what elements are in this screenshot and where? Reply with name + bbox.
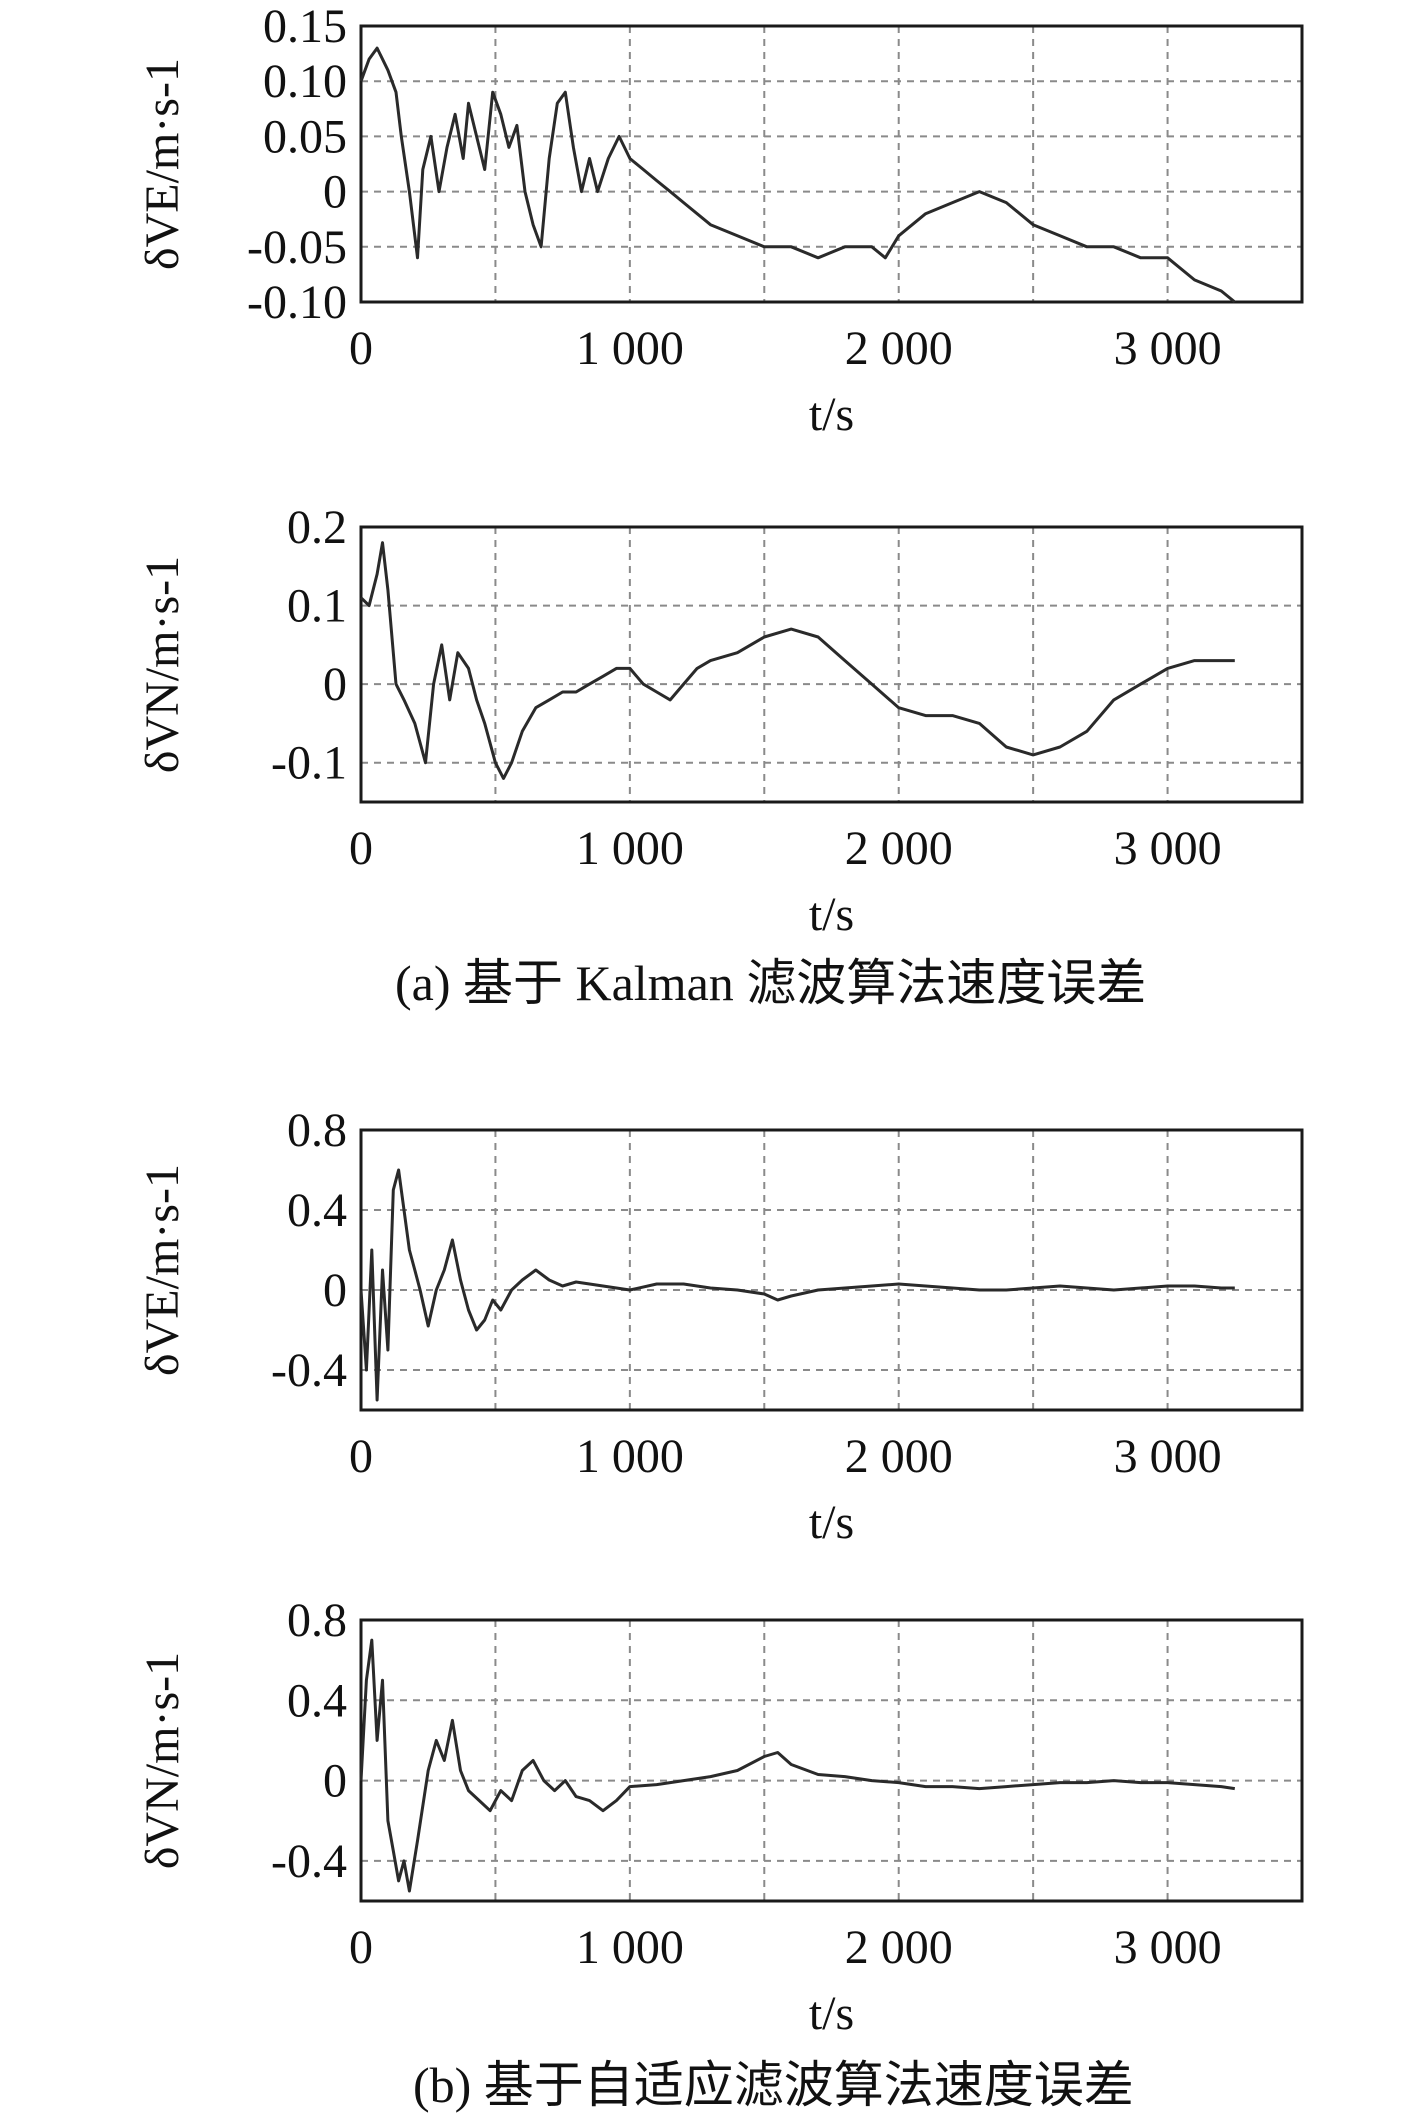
y-tick-labels: -0.1 0 0.1 0.2 (271, 501, 347, 790)
plot-frame (359, 1618, 1304, 1903)
x-tick-label: 3 000 (1114, 1921, 1222, 1974)
y-tick-label: 0 (323, 1755, 347, 1808)
y-tick-label: 0 (323, 166, 347, 219)
series-line (359, 541, 1235, 780)
y-tick-label: 0.1 (287, 580, 347, 633)
y-axis-label: δVE/m·s-1 (136, 1164, 189, 1376)
y-tick-label: 0.15 (263, 0, 347, 53)
x-tick-label: 1 000 (576, 1430, 684, 1483)
y-tick-labels: -0.4 0 0.4 0.8 (271, 1594, 347, 1888)
x-tick-label: 0 (349, 322, 373, 375)
y-tick-label: 0.8 (287, 1594, 347, 1647)
x-axis-label: t/s (809, 1496, 854, 1549)
grid (361, 1620, 1302, 1901)
x-tick-label: 0 (349, 822, 373, 875)
y-axis-label: δVN/m·s-1 (136, 1652, 189, 1869)
x-tick-label: 3 000 (1114, 322, 1222, 375)
caption-a: (a) 基于 Kalman 滤波算法速度误差 (395, 955, 1146, 1011)
y-tick-label: -0.05 (247, 221, 347, 274)
y-tick-label: 0.10 (263, 55, 347, 108)
x-tick-label: 0 (349, 1430, 373, 1483)
x-tick-label: 3 000 (1114, 822, 1222, 875)
y-tick-label: 0 (323, 658, 347, 711)
y-tick-label: 0.4 (287, 1184, 347, 1237)
grid (361, 1130, 1302, 1410)
x-tick-labels: 0 1 000 2 000 3 000 (349, 822, 1222, 875)
x-tick-label: 2 000 (845, 322, 953, 375)
grid (361, 527, 1302, 802)
y-tick-label: -0.4 (271, 1835, 347, 1888)
x-axis-label: t/s (809, 1987, 854, 2040)
y-tick-label: -0.10 (247, 276, 347, 329)
grid (361, 26, 1302, 302)
y-axis-label: δVE/m·s-1 (136, 58, 189, 270)
x-axis-label: t/s (809, 888, 854, 941)
x-tick-label: 2 000 (845, 822, 953, 875)
plot-frame (359, 1128, 1304, 1412)
series-line (359, 1168, 1235, 1402)
plot-frame (359, 525, 1304, 804)
x-tick-labels: 0 1 000 2 000 3 000 (349, 1921, 1222, 1974)
x-tick-label: 1 000 (576, 822, 684, 875)
y-tick-label: 0.05 (263, 110, 347, 163)
x-tick-label: 1 000 (576, 1921, 684, 1974)
y-tick-label: 0.2 (287, 501, 347, 554)
plot-frame (359, 24, 1304, 304)
y-tick-label: 0.4 (287, 1674, 347, 1727)
y-tick-label: -0.1 (271, 737, 347, 790)
series-line (359, 1638, 1236, 1893)
y-tick-label: -0.4 (271, 1344, 347, 1397)
x-axis-label: t/s (809, 388, 854, 441)
x-tick-label: 1 000 (576, 322, 684, 375)
x-tick-label: 2 000 (845, 1921, 953, 1974)
y-tick-labels: -0.4 0 0.4 0.8 (271, 1104, 347, 1397)
y-tick-label: 0.8 (287, 1104, 347, 1157)
caption-b: (b) 基于自适应滤波算法速度误差 (413, 2057, 1134, 2113)
y-axis-label: δVN/m·s-1 (136, 556, 189, 773)
x-tick-labels: 0 1 000 2 000 3 000 (349, 322, 1222, 375)
x-tick-label: 3 000 (1114, 1430, 1222, 1483)
series-line (359, 46, 1236, 304)
x-tick-labels: 0 1 000 2 000 3 000 (349, 1430, 1222, 1483)
y-tick-label: 0 (323, 1264, 347, 1317)
x-tick-label: 2 000 (845, 1430, 953, 1483)
x-tick-label: 0 (349, 1921, 373, 1974)
